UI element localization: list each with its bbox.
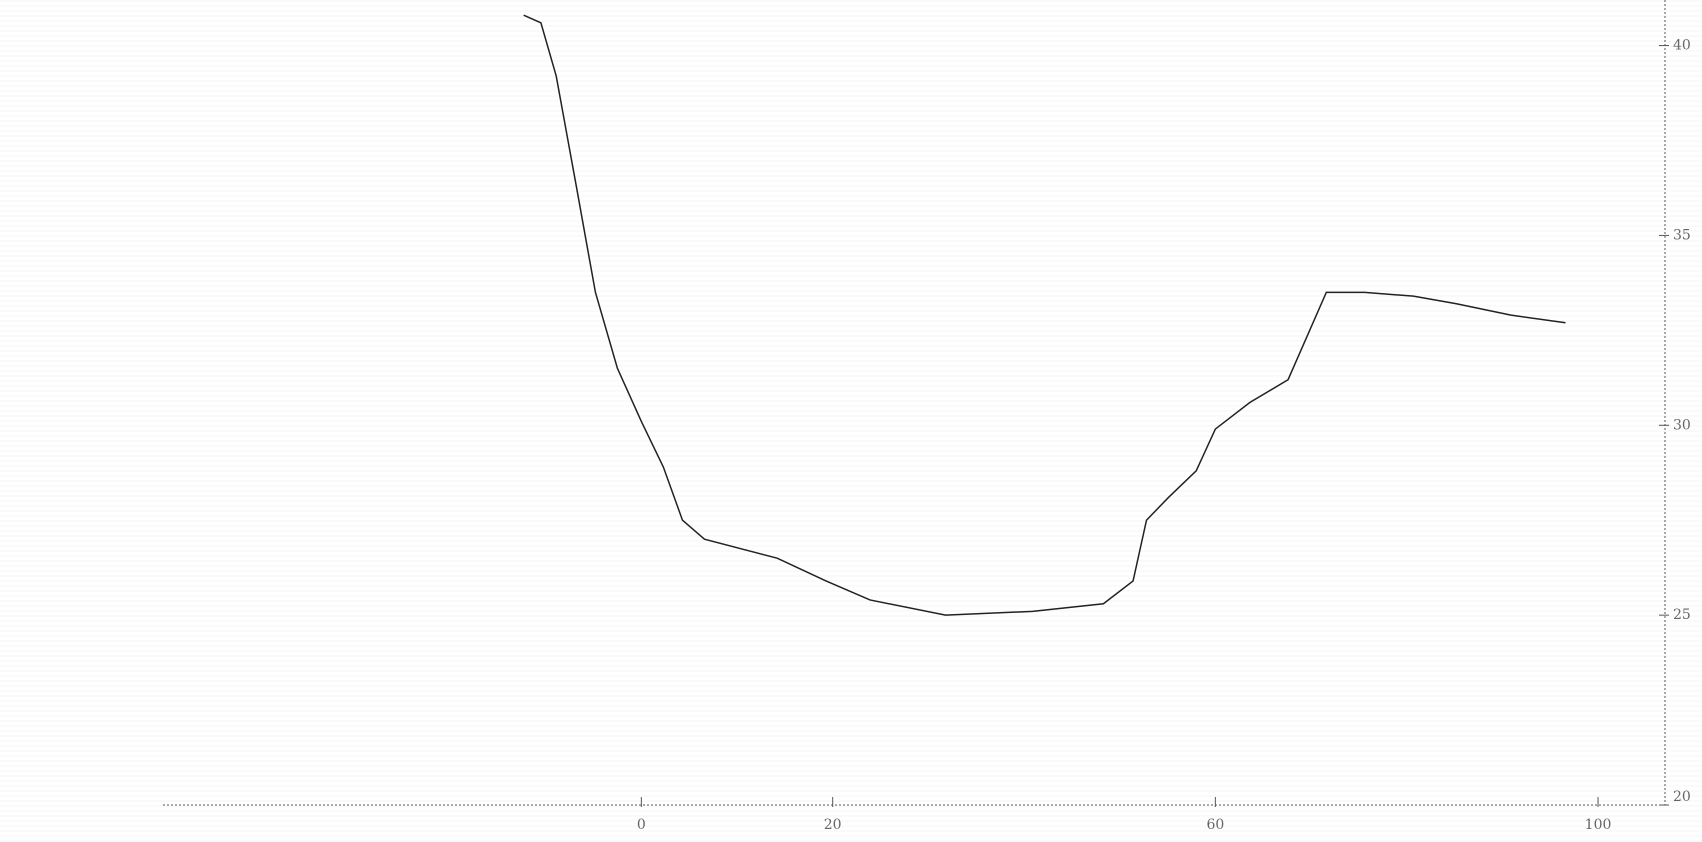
x-tick-label: 20 xyxy=(824,817,842,833)
y-tick-label: 35 xyxy=(1673,227,1691,243)
y-tick-label: 40 xyxy=(1673,38,1691,54)
x-tick-label: 100 xyxy=(1585,817,1612,833)
y-tick-label: 20 xyxy=(1673,789,1691,805)
y-tick-label: 30 xyxy=(1673,417,1691,433)
y-tick-label: 25 xyxy=(1673,607,1691,623)
data-line xyxy=(523,14,1566,616)
x-tick-label: 0 xyxy=(637,817,646,833)
x-tick-label: 60 xyxy=(1206,817,1224,833)
